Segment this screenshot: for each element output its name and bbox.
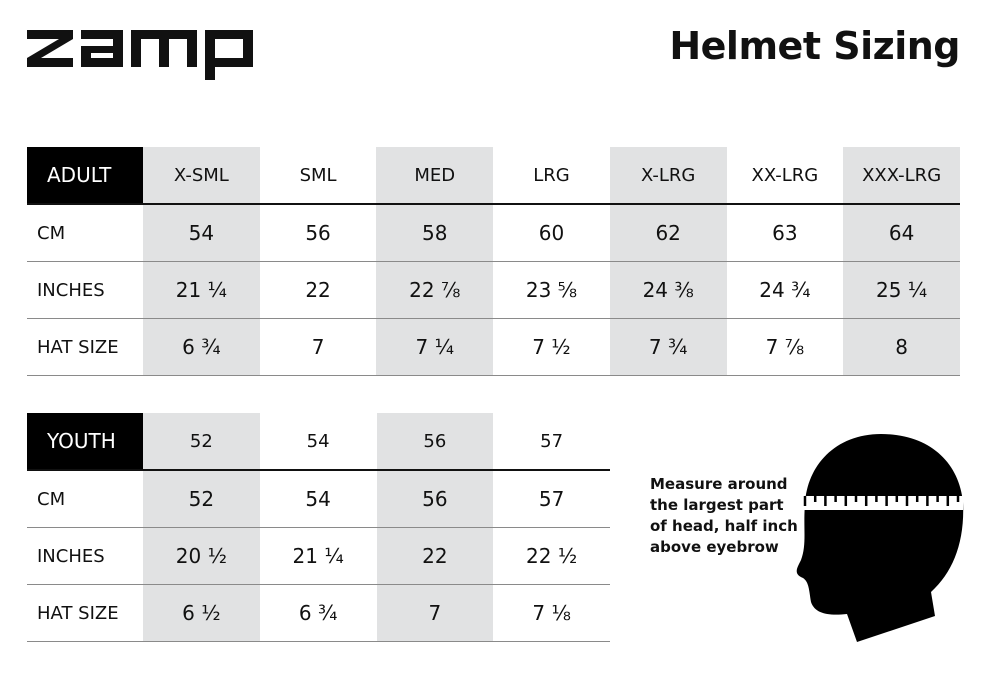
adult-header-row: ADULT X-SML SML MED LRG X-LRG XX-LRG XXX… [27,147,960,205]
size-header: XXX-LRG [843,147,960,205]
table-cell: 7 [259,318,377,376]
size-header: LRG [493,147,610,205]
size-header: 54 [259,413,377,471]
table-cell: 20 ½ [143,527,260,585]
size-header: SML [259,147,377,205]
table-cell: 54 [259,470,377,528]
table-cell: 57 [493,470,610,528]
table-cell: 60 [493,204,610,262]
table-cell: 7 [376,584,494,642]
table-cell: 7 ½ [493,318,610,376]
table-cell: 24 ¾ [726,261,844,319]
table-cell: 23 ⅝ [493,261,610,319]
head-measure-icon [796,434,964,642]
note-line: the largest part [650,496,784,514]
row-label: HAT SIZE [27,584,143,642]
table-cell: 22 ⅞ [376,261,494,319]
table-cell: 63 [726,204,844,262]
table-cell: 22 ½ [493,527,610,585]
table-cell: 54 [143,204,260,262]
table-cell: 7 ¼ [376,318,494,376]
size-header: 57 [493,413,610,471]
note-line: Measure around [650,475,788,493]
table-row: INCHES 20 ½ 21 ¼ 22 22 ½ [27,527,610,585]
table-cell: 24 ⅜ [609,261,727,319]
table-cell: 6 ¾ [143,318,260,376]
size-header: X-LRG [609,147,727,205]
table-cell: 7 ¾ [609,318,727,376]
table-cell: 58 [376,204,494,262]
note-line: of head, half inch [650,517,798,535]
size-header: X-SML [143,147,260,205]
size-header: MED [376,147,494,205]
youth-header-row: YOUTH 52 54 56 57 [27,413,610,471]
measure-instructions: Measure around the largest part of head,… [650,474,798,558]
table-cell: 64 [843,204,960,262]
row-label: HAT SIZE [27,318,143,376]
table-row: INCHES 21 ¼ 22 22 ⅞ 23 ⅝ 24 ⅜ 24 ¾ 25 ¼ [27,261,960,319]
youth-size-table: YOUTH 52 54 56 57 CM 52 54 56 57 INCHES 20 ½ 21… [27,413,610,642]
adult-size-table: ADULT X-SML SML MED LRG X-LRG XX-LRG XXX… [27,147,960,376]
table-cell: 8 [843,318,960,376]
table-cell: 22 [259,261,377,319]
note-line: above eyebrow [650,538,779,556]
table-row: CM 54 56 58 60 62 63 64 [27,204,960,262]
row-label: INCHES [27,527,143,585]
table-cell: 52 [143,470,260,528]
table-cell: 56 [259,204,377,262]
table-cell: 7 ⅛ [493,584,610,642]
table-cell: 22 [376,527,494,585]
table-cell: 21 ¼ [259,527,377,585]
table-cell: 62 [609,204,727,262]
table-cell: 56 [376,470,494,528]
zamp-logo [27,30,253,80]
adult-label: ADULT [27,147,143,205]
table-cell: 7 ⅞ [726,318,844,376]
size-header: XX-LRG [726,147,844,205]
table-cell: 25 ¼ [843,261,960,319]
size-header: 56 [376,413,494,471]
table-row: CM 52 54 56 57 [27,470,610,528]
youth-label: YOUTH [27,413,143,471]
table-cell: 21 ¼ [143,261,260,319]
table-cell: 6 ¾ [259,584,377,642]
table-cell: 6 ½ [143,584,260,642]
row-label: CM [27,204,143,262]
row-label: INCHES [27,261,143,319]
page-title: Helmet Sizing [669,24,960,68]
row-label: CM [27,470,143,528]
size-header: 52 [143,413,260,471]
